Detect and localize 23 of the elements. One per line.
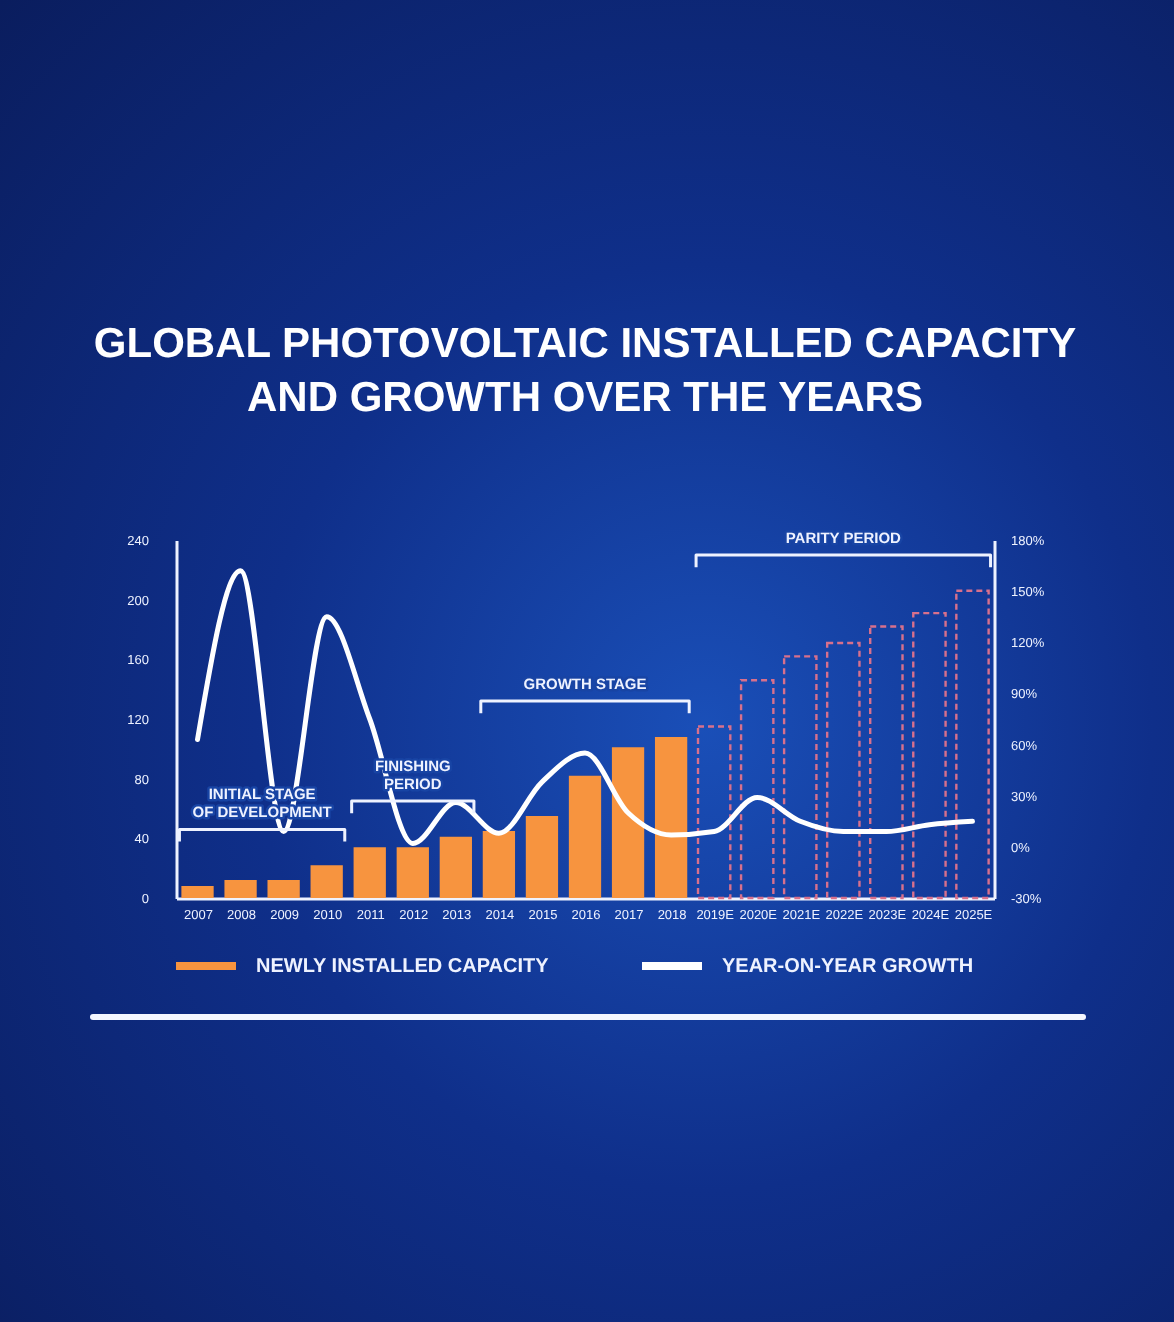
bar [181,886,214,898]
bar [611,747,645,898]
bar [955,589,990,900]
legend-label: YEAR-ON-YEAR GROWTH [722,956,974,978]
bar [396,847,429,898]
bar [353,847,386,898]
bar [782,655,818,900]
bar [267,880,300,898]
chart-title: GLOBAL PHOTOVOLTAIC INSTALLED CAPACITY AND GROWTH OVER THE YEARS [93,320,1077,421]
bar [825,641,861,900]
legend-label: NEWLY INSTALLED CAPACITY [256,956,550,978]
bar [869,625,904,900]
line-series [195,568,975,846]
bar [525,815,559,898]
bar [310,865,343,898]
bar [654,736,688,898]
bar [739,679,775,900]
bar [439,836,472,898]
bar [696,725,732,900]
bar [224,880,257,898]
bar [912,611,947,900]
bar [568,775,602,898]
bar [482,830,516,898]
